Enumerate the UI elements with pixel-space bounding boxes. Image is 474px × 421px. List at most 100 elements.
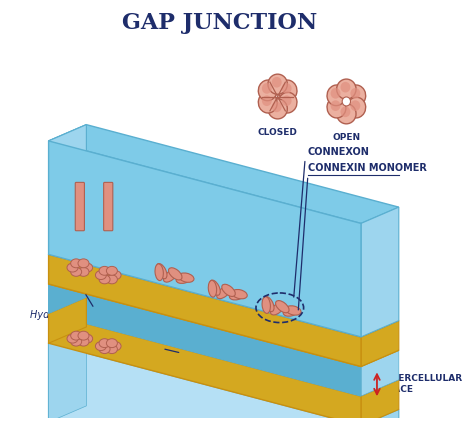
Ellipse shape xyxy=(268,99,287,119)
Ellipse shape xyxy=(327,85,346,106)
Ellipse shape xyxy=(106,275,118,284)
Ellipse shape xyxy=(278,80,297,101)
Ellipse shape xyxy=(222,284,235,296)
Ellipse shape xyxy=(179,273,194,282)
Ellipse shape xyxy=(282,96,292,106)
Polygon shape xyxy=(49,268,399,367)
Ellipse shape xyxy=(271,303,284,315)
Ellipse shape xyxy=(110,342,121,351)
Polygon shape xyxy=(49,125,399,224)
Polygon shape xyxy=(361,207,399,337)
Ellipse shape xyxy=(262,83,272,94)
Ellipse shape xyxy=(232,290,247,299)
Text: INTERCELLULAR
SPACE: INTERCELLULAR SPACE xyxy=(382,374,463,394)
Ellipse shape xyxy=(106,266,118,275)
Polygon shape xyxy=(49,327,86,421)
Ellipse shape xyxy=(99,345,110,354)
Ellipse shape xyxy=(347,97,365,118)
Text: PLASMA MEMBRANES: PLASMA MEMBRANES xyxy=(85,360,204,370)
Ellipse shape xyxy=(95,342,106,351)
Polygon shape xyxy=(49,327,86,421)
Ellipse shape xyxy=(67,263,78,272)
Ellipse shape xyxy=(282,83,292,94)
Ellipse shape xyxy=(350,88,360,99)
Ellipse shape xyxy=(262,96,272,106)
Polygon shape xyxy=(361,350,399,396)
Ellipse shape xyxy=(327,97,346,118)
Polygon shape xyxy=(49,314,361,421)
Polygon shape xyxy=(361,410,399,421)
Ellipse shape xyxy=(106,345,118,354)
Ellipse shape xyxy=(229,290,245,300)
Polygon shape xyxy=(49,141,361,337)
Polygon shape xyxy=(49,284,361,396)
Ellipse shape xyxy=(278,92,297,113)
Ellipse shape xyxy=(286,306,301,315)
Text: CONNEXIN MONOMER: CONNEXIN MONOMER xyxy=(308,163,427,173)
Ellipse shape xyxy=(330,100,340,111)
Ellipse shape xyxy=(168,268,182,280)
Ellipse shape xyxy=(342,97,351,106)
PathPatch shape xyxy=(49,125,86,254)
Ellipse shape xyxy=(71,267,82,276)
Ellipse shape xyxy=(258,92,277,113)
Polygon shape xyxy=(49,268,399,367)
Text: OPEN: OPEN xyxy=(332,133,360,142)
Polygon shape xyxy=(49,343,361,421)
Polygon shape xyxy=(49,297,86,343)
Ellipse shape xyxy=(217,286,230,298)
Ellipse shape xyxy=(275,301,289,313)
Ellipse shape xyxy=(272,77,282,88)
Ellipse shape xyxy=(268,74,287,94)
Polygon shape xyxy=(49,297,86,343)
Polygon shape xyxy=(49,297,399,396)
Ellipse shape xyxy=(258,80,277,101)
Ellipse shape xyxy=(78,259,89,268)
Ellipse shape xyxy=(67,334,78,343)
Ellipse shape xyxy=(71,331,82,340)
Polygon shape xyxy=(49,327,399,421)
Text: GAP JUNCTION: GAP JUNCTION xyxy=(122,11,318,34)
Ellipse shape xyxy=(95,271,106,280)
Polygon shape xyxy=(361,380,399,421)
Ellipse shape xyxy=(78,267,89,276)
Ellipse shape xyxy=(340,107,350,117)
Ellipse shape xyxy=(262,297,270,313)
Ellipse shape xyxy=(99,275,110,284)
Polygon shape xyxy=(361,321,399,367)
Ellipse shape xyxy=(347,85,365,106)
Ellipse shape xyxy=(155,264,164,280)
FancyBboxPatch shape xyxy=(75,182,84,231)
Polygon shape xyxy=(49,125,86,254)
Ellipse shape xyxy=(283,307,299,316)
Ellipse shape xyxy=(330,88,340,99)
Ellipse shape xyxy=(71,259,82,268)
Ellipse shape xyxy=(156,264,167,279)
Ellipse shape xyxy=(337,104,356,124)
Ellipse shape xyxy=(82,334,92,343)
FancyBboxPatch shape xyxy=(104,182,113,231)
Ellipse shape xyxy=(264,296,274,312)
Ellipse shape xyxy=(208,280,217,297)
Text: CLOSED: CLOSED xyxy=(258,128,298,137)
Polygon shape xyxy=(49,238,399,337)
Ellipse shape xyxy=(106,339,118,348)
Ellipse shape xyxy=(210,280,220,295)
Ellipse shape xyxy=(110,271,121,280)
Ellipse shape xyxy=(176,274,191,283)
Text: CONNEXON: CONNEXON xyxy=(308,147,370,157)
Ellipse shape xyxy=(99,339,110,348)
Ellipse shape xyxy=(99,266,110,275)
Ellipse shape xyxy=(164,270,177,282)
Ellipse shape xyxy=(350,100,360,111)
Polygon shape xyxy=(49,268,86,314)
Text: Hydrophilic Channel: Hydrophilic Channel xyxy=(30,309,128,320)
Ellipse shape xyxy=(71,337,82,346)
Ellipse shape xyxy=(337,79,356,99)
Polygon shape xyxy=(49,254,361,367)
Ellipse shape xyxy=(78,331,89,340)
Ellipse shape xyxy=(78,337,89,346)
Ellipse shape xyxy=(82,263,92,272)
Ellipse shape xyxy=(340,82,350,93)
Ellipse shape xyxy=(272,101,282,112)
